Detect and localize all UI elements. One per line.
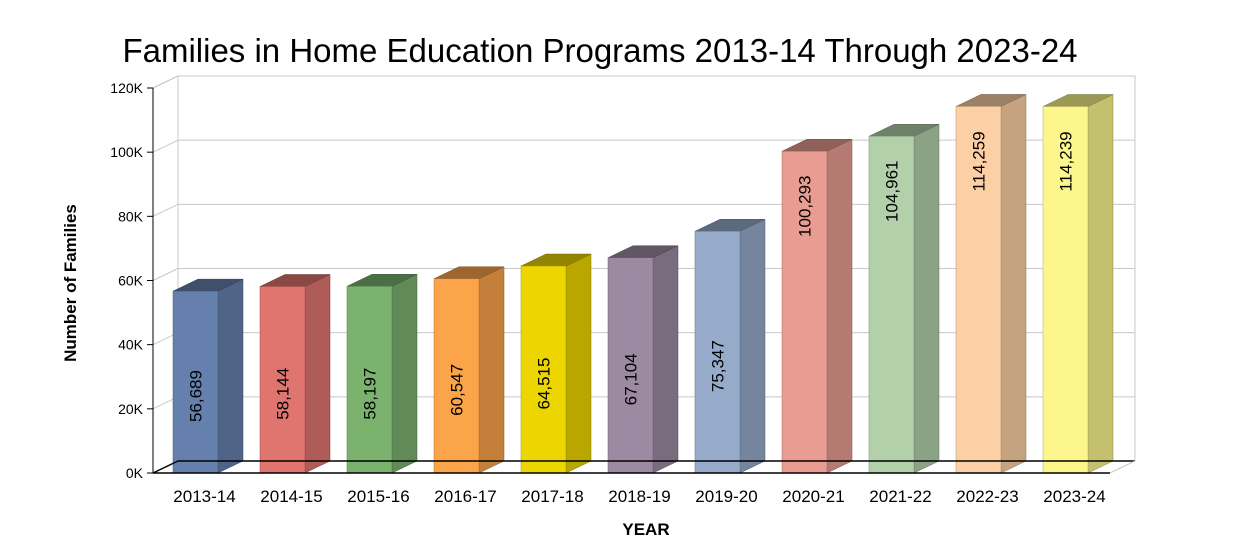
bar xyxy=(433,278,480,474)
floor-edge-right xyxy=(1109,460,1136,474)
x-axis-title: YEAR xyxy=(622,520,669,539)
data-label: 100,293 xyxy=(796,176,815,237)
bar-side xyxy=(739,218,766,474)
y-tick-label: 60K xyxy=(118,273,144,289)
data-label: 114,239 xyxy=(1057,131,1076,191)
bar xyxy=(955,106,1002,474)
data-label: 67,104 xyxy=(622,353,641,405)
bar-side xyxy=(913,123,940,474)
bar xyxy=(259,286,306,474)
x-tick-label: 2020-21 xyxy=(782,487,844,506)
y-axis-title: Number of Families xyxy=(61,204,80,362)
x-tick-label: 2022-23 xyxy=(956,487,1018,506)
x-tick-label: 2018-19 xyxy=(608,487,670,506)
y-tick-label: 40K xyxy=(118,337,144,353)
x-tick-label: 2013-14 xyxy=(173,487,235,506)
bar xyxy=(868,136,915,474)
x-tick-label: 2015-16 xyxy=(347,487,409,506)
bar xyxy=(520,265,567,474)
data-label: 75,347 xyxy=(709,340,728,392)
bar-side xyxy=(826,138,853,474)
bar xyxy=(1042,106,1089,474)
x-tick-label: 2016-17 xyxy=(434,487,496,506)
bar xyxy=(346,286,393,474)
x-tick-label: 2023-24 xyxy=(1043,487,1105,506)
bar xyxy=(172,290,219,474)
bar-side xyxy=(478,266,505,474)
x-tick-label: 2021-22 xyxy=(869,487,931,506)
gridline-depth xyxy=(152,268,179,281)
y-tick-label: 100K xyxy=(110,144,143,160)
bar xyxy=(781,150,828,474)
bar-side xyxy=(391,273,418,474)
data-label: 58,144 xyxy=(274,368,293,420)
y-tick-label: 120K xyxy=(110,80,143,96)
gridline-depth xyxy=(152,139,179,153)
x-tick-label: 2017-18 xyxy=(521,487,583,506)
data-label: 104,961 xyxy=(883,161,902,222)
bar-side xyxy=(304,274,331,474)
y-tick-label: 0K xyxy=(126,465,144,481)
data-label: 60,547 xyxy=(448,364,467,416)
x-tick-label: 2014-15 xyxy=(260,487,322,506)
y-tick-label: 80K xyxy=(118,208,144,224)
gridline-depth xyxy=(152,203,179,217)
y-tick-label: 20K xyxy=(118,401,144,417)
bar-side xyxy=(1087,94,1114,474)
gridline-depth xyxy=(152,75,179,89)
x-tick-label: 2019-20 xyxy=(695,487,757,506)
bar-side xyxy=(565,253,592,474)
data-label: 114,259 xyxy=(970,131,989,191)
bar-side xyxy=(1000,94,1027,474)
data-label: 56,689 xyxy=(187,370,206,422)
bar xyxy=(607,257,654,474)
floor-edge-left xyxy=(152,460,179,474)
bar xyxy=(694,231,741,474)
bar-side xyxy=(217,278,244,474)
bar-side xyxy=(652,245,679,474)
plot-area: 0K 20K 40K 60K 80K 100K 120K 56,689 2013-14 58,14… xyxy=(110,75,1136,506)
data-label: 64,515 xyxy=(535,358,554,410)
chart-title: Families in Home Education Programs 2013… xyxy=(122,32,1077,69)
data-label: 58,197 xyxy=(361,368,380,420)
